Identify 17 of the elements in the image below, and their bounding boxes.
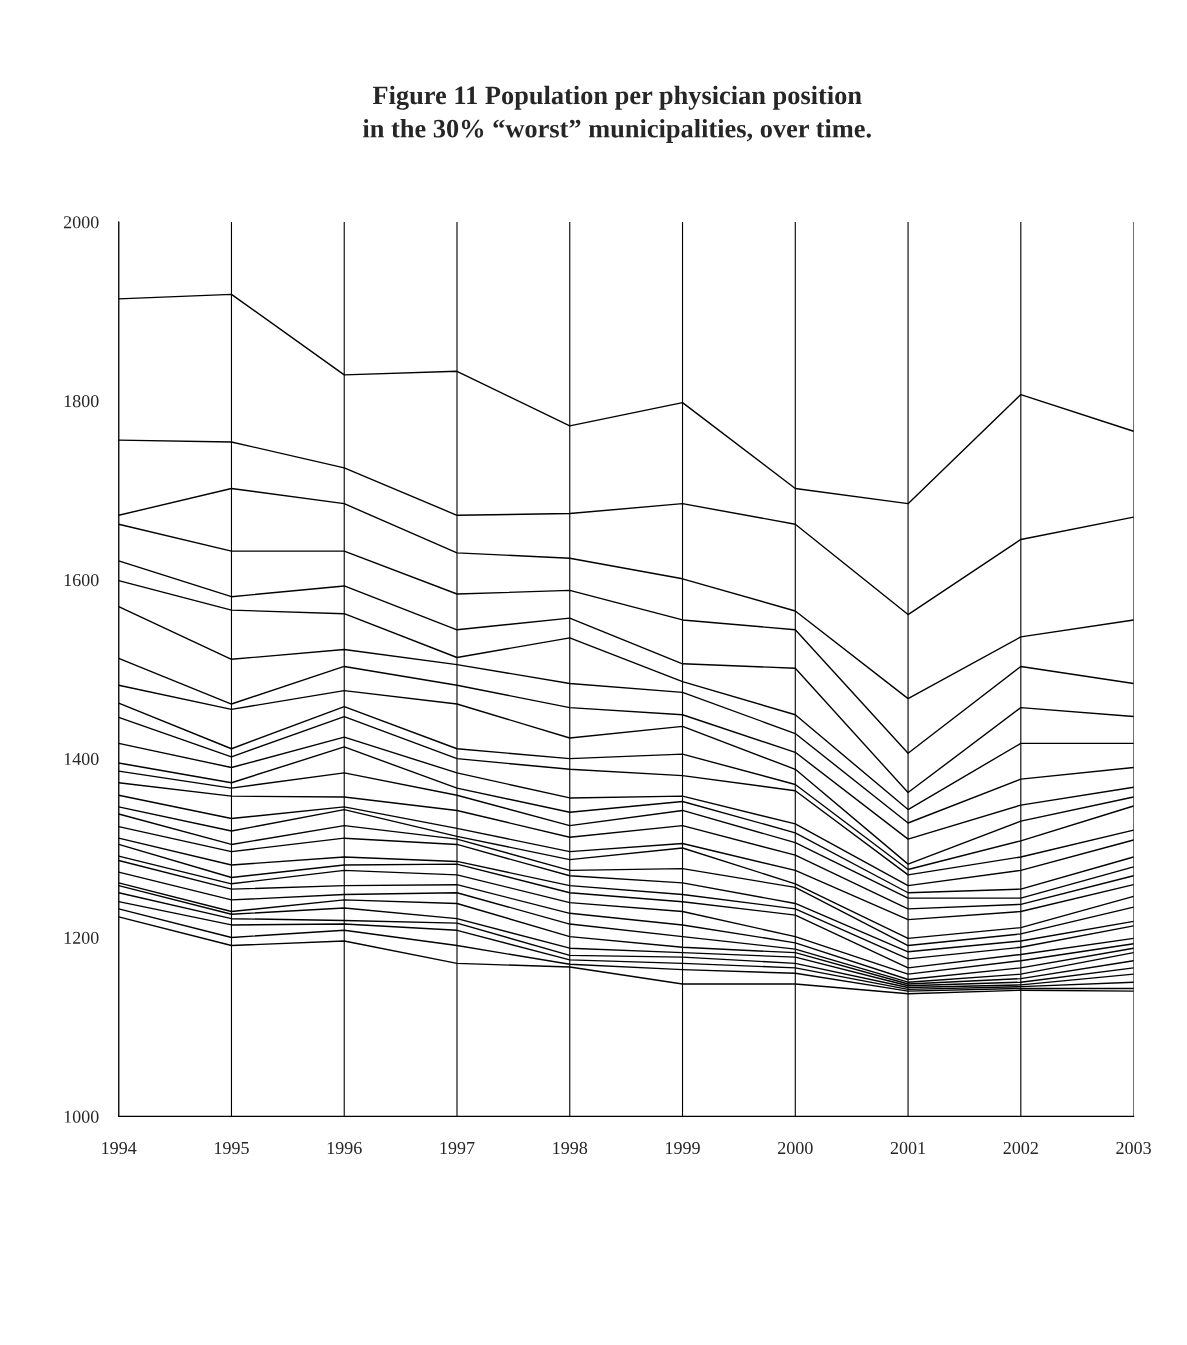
y-tick-label: 2000 [63,216,99,229]
x-tick-label: 1997 [440,1141,475,1155]
y-tick-label: 1200 [64,931,99,944]
x-tick-label: 1999 [666,1141,700,1155]
x-tick-label: 2002 [1003,1141,1038,1155]
x-tick-label: 1995 [215,1141,249,1155]
x-tick-label: 2001 [890,1141,926,1155]
chart-title: Figure 11 Population per physician position in the 30% “worst” municipalities, over time. [362,85,871,143]
y-tick-label: 1000 [64,1110,99,1123]
y-tick-label: 1600 [64,573,99,587]
x-tick-label: 1996 [327,1141,362,1155]
x-tick-label: 2003 [1116,1141,1151,1155]
x-tick-label: 1994 [102,1141,137,1155]
x-tick-label: 1998 [553,1141,588,1155]
y-tick-label: 1800 [64,395,99,408]
y-tick-label: 1400 [64,752,99,766]
x-tick-label: 2000 [778,1141,813,1155]
